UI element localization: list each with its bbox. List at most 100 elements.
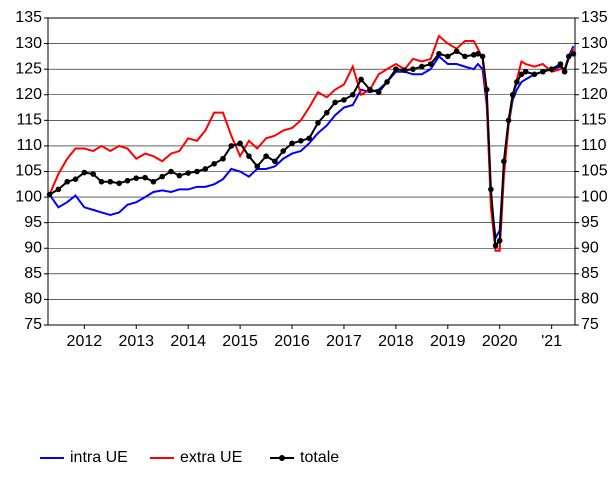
- data-point: [289, 140, 295, 147]
- data-point: [176, 172, 183, 179]
- data-point: [124, 177, 131, 184]
- y2-tick-label: 125: [581, 60, 608, 77]
- data-point: [64, 178, 71, 185]
- data-point: [107, 178, 114, 185]
- data-point: [410, 66, 416, 72]
- data-point: [496, 237, 503, 244]
- data-point: [358, 76, 364, 83]
- y-tick-label: 100: [15, 188, 42, 205]
- x-tick-label: '21: [541, 333, 562, 350]
- data-point: [81, 169, 88, 176]
- y2-tick-label: 80: [581, 291, 599, 308]
- series-line: [48, 34, 575, 252]
- y2-tick-label: 115: [581, 112, 607, 129]
- data-point: [315, 120, 321, 126]
- data-point: [570, 51, 577, 57]
- x-tick-label: 2020: [482, 333, 518, 350]
- y2-tick-label: 85: [581, 265, 599, 282]
- data-point: [72, 176, 79, 182]
- y2-tick-label: 75: [581, 316, 599, 333]
- data-point: [475, 51, 481, 57]
- data-point: [565, 53, 572, 60]
- data-point: [384, 79, 390, 85]
- data-point: [531, 71, 538, 78]
- data-point: [185, 170, 191, 176]
- data-point: [211, 161, 217, 167]
- y-tick-label: 135: [15, 9, 42, 26]
- y-tick-label: 125: [15, 60, 42, 77]
- data-point: [401, 67, 408, 73]
- legend-marker: [279, 455, 285, 461]
- x-tick-label: 2015: [222, 333, 258, 350]
- data-point: [367, 86, 373, 93]
- data-point: [505, 117, 512, 124]
- data-point: [393, 66, 399, 72]
- data-point: [90, 171, 96, 177]
- data-point: [228, 143, 235, 149]
- y-tick-label: 110: [16, 137, 42, 154]
- y-tick-label: 130: [15, 35, 42, 52]
- data-point: [479, 53, 486, 60]
- data-point: [492, 242, 499, 249]
- y-tick-label: 85: [24, 265, 42, 282]
- data-point: [194, 168, 200, 175]
- data-point: [419, 63, 425, 70]
- data-point: [168, 168, 174, 175]
- data-point: [462, 53, 468, 60]
- data-point: [453, 48, 460, 55]
- x-tick-label: 2014: [170, 333, 206, 350]
- y2-tick-label: 120: [581, 86, 608, 103]
- y2-tick-label: 110: [581, 137, 607, 154]
- data-point: [150, 178, 157, 185]
- data-point: [116, 180, 122, 187]
- data-point: [501, 158, 507, 165]
- y2-tick-label: 100: [581, 188, 608, 205]
- x-tick-label: 2016: [274, 333, 310, 350]
- data-point: [509, 91, 516, 98]
- y2-tick-label: 90: [581, 239, 599, 256]
- data-point: [133, 175, 140, 181]
- data-point: [548, 66, 555, 72]
- x-tick-label: 2017: [326, 333, 362, 350]
- data-point: [280, 148, 287, 154]
- data-point: [237, 140, 243, 147]
- y2-tick-label: 135: [581, 9, 608, 26]
- data-point: [55, 186, 62, 193]
- data-point: [306, 135, 312, 142]
- data-point: [349, 91, 356, 98]
- y-tick-label: 80: [24, 291, 42, 308]
- y-tick-label: 115: [16, 112, 42, 129]
- data-point: [263, 153, 269, 159]
- data-point: [46, 191, 53, 198]
- x-tick-label: 2013: [118, 333, 154, 350]
- data-point: [202, 166, 209, 172]
- legend-label: intra UE: [70, 449, 128, 466]
- x-tick-label: 2019: [430, 333, 466, 350]
- y-tick-label: 120: [15, 86, 42, 103]
- data-point: [483, 86, 490, 93]
- data-point: [436, 51, 442, 57]
- data-point: [98, 178, 105, 185]
- y-tick-label: 95: [24, 214, 42, 231]
- data-point: [561, 68, 568, 75]
- data-point: [272, 158, 278, 165]
- y-tick-label: 105: [15, 163, 42, 180]
- x-tick-label: 2018: [378, 333, 414, 350]
- data-point: [142, 174, 148, 181]
- data-point: [518, 71, 525, 78]
- x-tick-label: 2012: [67, 333, 103, 350]
- data-point: [444, 53, 451, 60]
- data-point: [332, 99, 338, 106]
- data-point: [522, 68, 529, 75]
- data-point: [557, 61, 564, 67]
- series-line: [48, 45, 575, 242]
- y2-tick-label: 105: [581, 163, 608, 180]
- data-point: [254, 163, 261, 170]
- data-point: [159, 173, 166, 180]
- y-tick-label: 75: [24, 316, 42, 333]
- data-point: [220, 155, 226, 162]
- data-point: [375, 89, 382, 95]
- data-point: [324, 109, 330, 116]
- data-point: [341, 97, 347, 103]
